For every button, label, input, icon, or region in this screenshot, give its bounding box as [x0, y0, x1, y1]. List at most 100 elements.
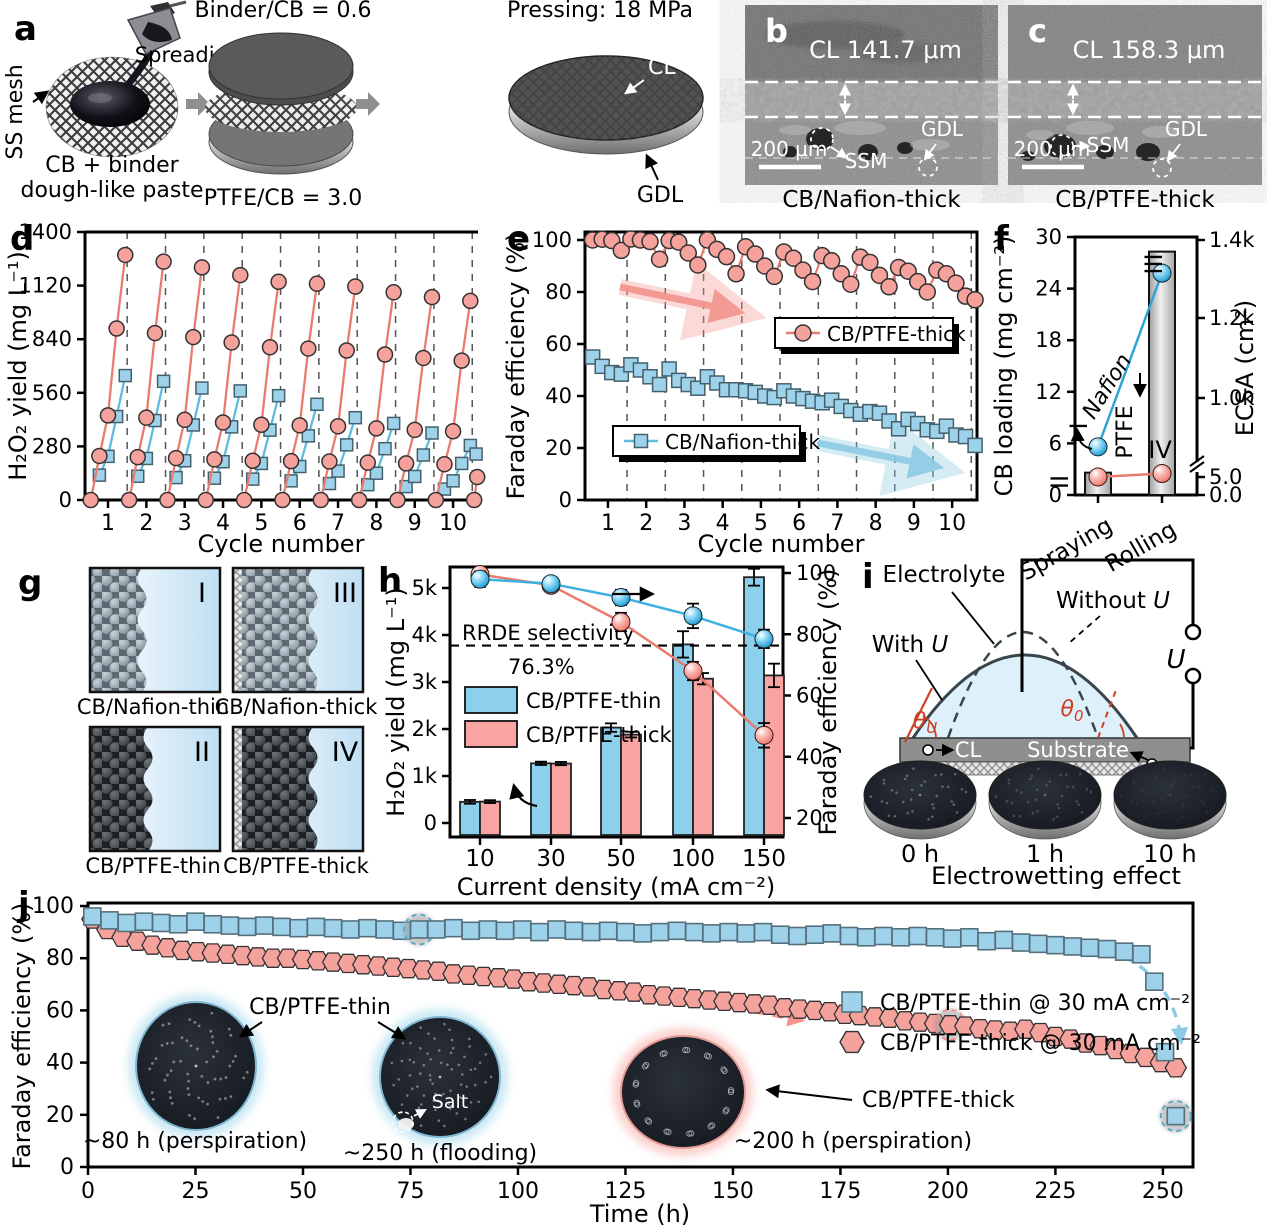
inset3-caption: ~200 h (perspiration): [734, 1129, 972, 1154]
y-tick-label: 60: [46, 998, 74, 1023]
x-tick-label: 50: [606, 846, 635, 872]
inset-disk3: [620, 1035, 746, 1149]
pressing-label: Pressing: 18 MPa: [507, 0, 693, 23]
right-tick-label: 1.4k: [1209, 228, 1255, 252]
series-nafion-line: [136, 381, 165, 477]
y-tick-label: 2k: [411, 717, 437, 741]
x-tick-label: 3: [178, 511, 192, 536]
inset2-caption: ~250 h (flooding): [343, 1141, 537, 1166]
panel-e: e 0 20 40 60 80 100 1 2 3 4 5 6 7 8 9 10 Cycle number Fara…: [502, 219, 984, 558]
disk-time-label: 10 h: [1143, 840, 1196, 868]
h-ylabel-right: Faraday efficiency (%): [814, 568, 842, 835]
cl-arrow-icon: [624, 79, 645, 95]
ptfe-point-IV: [1152, 464, 1172, 483]
right-tick-label: 80: [796, 622, 823, 646]
y-tick-label: 1k: [411, 764, 437, 788]
cl-thickness-label: CL 141.7 μm: [809, 36, 962, 64]
f-ylabel-right: ECSA (cm²): [1231, 300, 1259, 437]
bar-thick: [479, 800, 501, 836]
panel-j-label: j: [16, 885, 30, 925]
blue-trend-arrow-icon: [817, 439, 945, 479]
terminal-top-icon: [1184, 623, 1202, 641]
y-tick-label: 20: [46, 1103, 74, 1128]
panel-a-label: a: [14, 9, 37, 49]
panel-f: f 0 6 12 18 24 30 0.05.0 1.0k 1.2k 1.4k SprayingRol…: [990, 219, 1259, 586]
y-tick-label: 100: [32, 894, 74, 919]
gdl-arrow-icon: [1166, 143, 1181, 162]
h-xlabel: Current density (mA cm⁻²): [457, 873, 775, 901]
cell-caption: CB/Nafion-thick: [215, 695, 379, 719]
ssm-label: SSM: [1087, 133, 1130, 157]
ss-mesh-label: SS mesh: [3, 64, 28, 159]
cl-node-icon: [922, 744, 934, 756]
x-tick-label: 75: [396, 1179, 424, 1204]
right-tick-label: 20: [796, 806, 823, 830]
x-tick-label: 30: [536, 846, 565, 872]
x-tick-label: 1: [101, 511, 115, 536]
ssm-circle-icon: [810, 127, 834, 151]
x-tick-label: 200: [927, 1179, 969, 1204]
y-tick-label: 280: [32, 434, 72, 458]
x-tick-label: 9: [408, 511, 422, 536]
roman-label-IV: IV: [332, 737, 359, 768]
y-tick-label: 840: [32, 327, 72, 351]
paste-caption-2: dough-like paste: [21, 178, 204, 203]
thin-arrow-2-icon: [377, 1021, 407, 1040]
gdl-circle-icon: [918, 157, 938, 177]
bar-thick: [763, 674, 785, 836]
theta-u-tangent: [904, 687, 933, 743]
with-u-pointer: [915, 659, 943, 701]
right-tick-label: 100: [796, 561, 836, 585]
j-legend-thin-label: CB/PTFE-thin @ 30 mA cm⁻²: [880, 991, 1190, 1016]
x-tick-label: 5: [254, 511, 268, 536]
x-tick-label: 100: [671, 846, 715, 872]
series-nafion-line: [175, 387, 204, 479]
cell-caption: CB/PTFE-thin: [85, 854, 220, 878]
j-legend-thick-label: CB/PTFE-thick @ 30 mA cm⁻²: [880, 1031, 1201, 1056]
y-tick-label: 20: [545, 436, 572, 460]
x-tick-label: 1: [601, 511, 615, 536]
right-tick-label: 60: [796, 684, 823, 708]
legend-thin-swatch: [464, 686, 518, 714]
bar-thin: [743, 576, 765, 836]
ssm-circle-icon: [1050, 134, 1074, 158]
y-tick-label: 5k: [411, 576, 437, 600]
terminal-bottom-icon: [1184, 667, 1202, 685]
panel-f-label: f: [994, 219, 1010, 259]
inset-disk1-glow: [129, 995, 263, 1137]
inset1-caption: ~80 h (perspiration): [83, 1129, 307, 1154]
gdl-arrow-icon: [923, 143, 937, 161]
panel-g-label: g: [18, 563, 42, 603]
y-tick-label: 6: [1049, 431, 1062, 455]
bar-thick: [620, 733, 642, 836]
x-tick-label: 7: [830, 511, 844, 536]
droplet-without-u: [946, 631, 1100, 739]
sem-caption: CB/Nafion-thick: [782, 187, 961, 213]
y-tick-label: 3k: [411, 670, 437, 694]
roman-III: III: [1140, 253, 1168, 274]
panel-h-label: h: [378, 561, 402, 601]
right-tick-label: 5.0: [1209, 465, 1242, 489]
roman-II: II: [1046, 475, 1074, 489]
inset-disk3-glow: [614, 1029, 752, 1155]
particle-layer-II: [90, 727, 153, 852]
step-arrow-2-icon: [356, 92, 380, 116]
roman-IV: IV: [1148, 436, 1172, 464]
substrate-label: Substrate: [1027, 738, 1129, 762]
paste-blob: [70, 81, 150, 127]
right-tick-label: 1.0k: [1209, 386, 1255, 410]
x-tick-label: 150: [712, 1179, 754, 1204]
y-tick-label: 18: [1035, 328, 1062, 352]
y-tick-label: 1120: [19, 274, 72, 298]
panel-i-label: i: [862, 557, 874, 597]
inset-disk2-glow: [373, 1010, 507, 1144]
j-ylabel: Faraday efficiency (%): [8, 902, 36, 1169]
y-tick-label: 24: [1035, 277, 1062, 301]
x-tick-label: 8: [369, 511, 383, 536]
disk-time-label: 1 h: [1026, 840, 1064, 868]
binder-ratio-label: Binder/CB = 0.6: [195, 0, 372, 23]
